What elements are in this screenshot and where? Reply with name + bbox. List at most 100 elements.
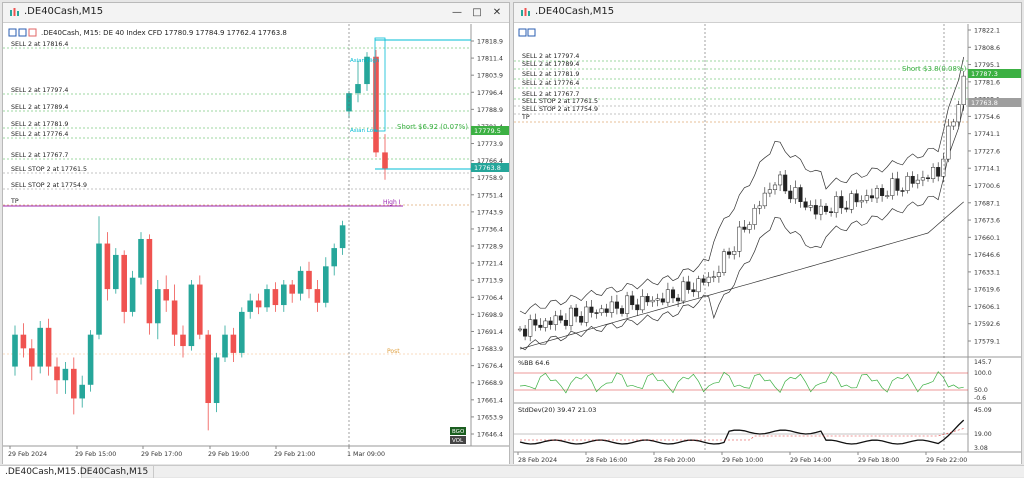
right-order-label: SELL 2 at 17781.9 (522, 71, 579, 78)
left-candle-body (264, 289, 270, 308)
left-time-label: 1 Mar 09:00 (347, 451, 385, 458)
right-candle-body (895, 178, 900, 191)
right-candle-body (711, 276, 716, 278)
right-candle-body (609, 301, 614, 313)
right-window-titlebar[interactable]: .DE40Cash,M15 (514, 3, 1021, 23)
right-candle-body (732, 251, 737, 255)
asian-session-box (374, 37, 386, 132)
left-price-label: 17728.9 (477, 244, 503, 251)
left-candle-body (239, 311, 245, 353)
right-candle-body (625, 295, 630, 314)
left-candle-body (197, 284, 203, 335)
right-candle-body (818, 205, 823, 215)
right-candle-body (747, 224, 752, 230)
left-candle-body (339, 225, 346, 249)
right-candle-body (808, 205, 813, 208)
left-order-label: SELL 2 at 17797.4 (11, 87, 68, 94)
right-candle-body (563, 319, 568, 326)
left-price-label: 17653.9 (477, 414, 503, 421)
left-chart-window[interactable]: .DE40Cash,M15 — □ ✕ .DE40Cash, M15: DE 4… (2, 2, 510, 464)
right-price-label: 17781.6 (974, 79, 1000, 86)
left-candle-body (87, 334, 94, 385)
right-candle-body (604, 308, 609, 313)
close-button[interactable]: ✕ (492, 7, 502, 18)
left-price-label: 17713.9 (477, 278, 503, 285)
left-price-chart[interactable]: .DE40Cash, M15: DE 40 Index CFD 17780.9 … (3, 24, 509, 464)
right-price-label: 17619.6 (974, 287, 1000, 294)
right-price-label: 17579.1 (974, 339, 1000, 346)
right-candle-body (757, 205, 762, 209)
right-time-label: 28 Feb 2024 (518, 457, 557, 464)
left-candle-body (71, 368, 77, 399)
right-chart-window[interactable]: .DE40Cash,M15 SELL 2 at 17797.4 SELL 2 at… (513, 2, 1022, 464)
tab-chart-1[interactable]: .DE40Cash,M15 (0, 466, 83, 478)
right-order-label: SELL 2 at 17789.4 (522, 61, 579, 68)
right-candle-body (579, 315, 584, 323)
right-candle-body (849, 193, 854, 210)
moving-average-line (519, 201, 964, 350)
left-green-price-tag (471, 126, 509, 135)
chart-window-icon (521, 8, 530, 16)
left-price-label: 17676.4 (477, 363, 503, 370)
minimize-button[interactable]: — (452, 7, 462, 18)
stddev-line (519, 419, 965, 445)
left-chart-svg[interactable]: .DE40Cash, M15: DE 40 Index CFD 17780.9 … (3, 24, 509, 464)
right-green-price-tag (968, 69, 1021, 78)
left-window-titlebar[interactable]: .DE40Cash,M15 — □ ✕ (3, 3, 509, 23)
right-candle-body (681, 281, 686, 302)
left-price-label: 17721.4 (477, 261, 503, 268)
right-price-chart[interactable]: SELL 2 at 17797.4 SELL 2 at 17789.4 SELL 2… (514, 24, 1021, 464)
left-time-label: 29 Feb 2024 (8, 451, 47, 458)
left-price-label: 17736.4 (477, 226, 503, 233)
right-order-label: SELL 2 at 17797.4 (522, 53, 579, 60)
left-chart-header: .DE40Cash, M15: DE 40 Index CFD 17780.9 … (41, 29, 287, 37)
asian-low-label: Asian Low (350, 128, 378, 134)
bb-indicator-line (519, 371, 964, 394)
right-candle-body (721, 251, 727, 273)
right-gray-price-text: 17763.8 (971, 99, 998, 107)
left-time-label: 29 Feb 15:00 (75, 451, 116, 458)
right-time-label: 29 Feb 18:00 (858, 457, 899, 464)
right-header-icons (518, 28, 536, 37)
left-order-label: SELL 2 at 17781.9 (11, 121, 68, 128)
right-candle-body (869, 195, 874, 199)
left-order-label: SELL 2 at 17789.4 (11, 104, 68, 111)
right-candle-body (538, 324, 543, 328)
left-candle-body (281, 284, 287, 306)
left-candle-body (382, 152, 388, 169)
vol-badge[interactable] (450, 436, 466, 444)
left-candle-body (62, 368, 69, 381)
left-candle-body (29, 348, 35, 367)
bollinger-upper-band (519, 56, 965, 315)
right-candle-body (798, 187, 803, 202)
maximize-button[interactable]: □ (472, 7, 482, 18)
left-candle-body (96, 243, 102, 335)
left-price-label: 17661.4 (477, 397, 503, 404)
bb-axis-label: -0.6 (974, 395, 986, 402)
right-candle-body (670, 289, 676, 299)
right-candle-body (880, 188, 885, 196)
right-candle-body (619, 308, 625, 314)
right-time-label: 29 Feb 22:00 (926, 457, 967, 464)
right-candle-body (660, 298, 665, 303)
chart-tabs-bar: .DE40Cash,M15 .DE40Cash,M15 (0, 465, 1024, 478)
stddev-axis-label: 19.00 (974, 431, 992, 438)
stddev-indicator-label: StdDev(20) 39.47 21.03 (518, 406, 596, 414)
right-candle-body (640, 296, 645, 311)
bgo-badge[interactable] (450, 427, 466, 435)
right-candle-body (915, 179, 920, 184)
right-candle-body (548, 320, 553, 325)
right-candle-body (594, 312, 599, 314)
right-candle-body (701, 278, 706, 283)
right-candle-body (706, 276, 711, 283)
right-window-title: .DE40Cash,M15 (535, 6, 615, 17)
left-candle-body (45, 327, 52, 367)
post-label: Post (387, 348, 400, 355)
left-price-label: 17796.4 (477, 90, 503, 97)
left-price-label: 17758.9 (477, 175, 503, 182)
right-candle-body (813, 205, 818, 215)
right-order-label: SELL STOP 2 at 17754.9 (522, 106, 598, 113)
tab-chart-2[interactable]: .DE40Cash,M15 (72, 466, 155, 478)
right-price-label: 17714.1 (974, 166, 1000, 173)
